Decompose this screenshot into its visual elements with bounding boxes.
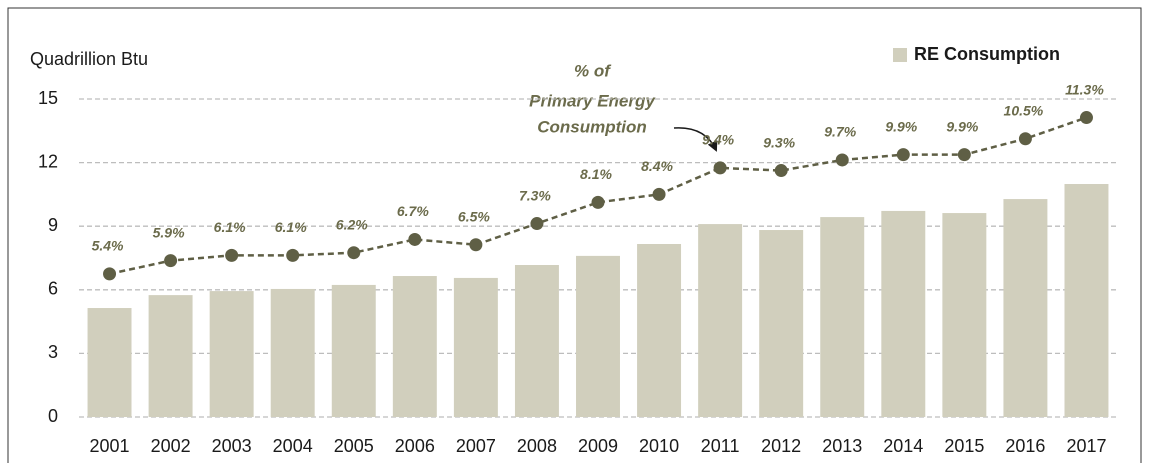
bar bbox=[881, 210, 926, 417]
bar bbox=[392, 276, 437, 417]
x-tick-label: 2005 bbox=[334, 436, 374, 456]
data-label: 9.4% bbox=[702, 132, 734, 148]
bar bbox=[87, 308, 132, 417]
y-tick-label: 12 bbox=[38, 151, 58, 171]
point bbox=[103, 267, 117, 281]
annotation: Primary Energy bbox=[529, 91, 656, 110]
bar bbox=[209, 291, 254, 417]
x-tick-label: 2013 bbox=[822, 436, 862, 456]
data-label: 5.9% bbox=[153, 224, 185, 240]
x-tick-label: 2010 bbox=[639, 436, 679, 456]
point bbox=[530, 217, 544, 231]
point bbox=[774, 164, 788, 178]
data-label: 10.5% bbox=[1004, 102, 1044, 118]
point bbox=[957, 148, 971, 162]
x-tick-label: 2002 bbox=[151, 436, 191, 456]
point bbox=[164, 254, 178, 268]
x-tick-label: 2003 bbox=[212, 436, 252, 456]
line bbox=[109, 116, 1087, 276]
x-tick-label: 2011 bbox=[701, 436, 740, 456]
annotation: % of bbox=[574, 61, 612, 80]
legend-swatch bbox=[893, 48, 907, 62]
bar bbox=[698, 224, 743, 417]
data-label: 9.7% bbox=[824, 124, 856, 140]
data-label: 8.1% bbox=[580, 166, 612, 182]
data-label: 6.1% bbox=[214, 219, 246, 235]
y-tick-label: 6 bbox=[48, 279, 58, 299]
x-tick-label: 2001 bbox=[90, 436, 130, 456]
frame bbox=[7, 7, 1142, 463]
point bbox=[652, 187, 666, 201]
bar bbox=[759, 230, 804, 417]
bar bbox=[576, 255, 620, 417]
data-label: 9.3% bbox=[763, 134, 795, 150]
x-tick-label: 2007 bbox=[456, 436, 496, 456]
point bbox=[1018, 132, 1032, 146]
y-axis-label: Quadrillion Btu bbox=[30, 49, 148, 69]
x-tick-label: 2009 bbox=[578, 436, 618, 456]
data-label: 6.2% bbox=[336, 216, 368, 232]
point bbox=[591, 195, 605, 209]
bar bbox=[148, 295, 193, 417]
bar bbox=[1064, 184, 1109, 417]
point bbox=[713, 161, 727, 175]
bar bbox=[331, 284, 376, 417]
bar bbox=[820, 217, 865, 417]
y-tick-label: 0 bbox=[48, 406, 58, 426]
point bbox=[347, 246, 361, 260]
legend-label: RE Consumption bbox=[914, 44, 1060, 64]
point bbox=[469, 238, 483, 252]
bar bbox=[270, 288, 315, 417]
data-label: 7.3% bbox=[519, 187, 551, 203]
annotation: Consumption bbox=[537, 117, 647, 136]
data-label: 11.3% bbox=[1065, 81, 1104, 97]
y-tick-label: 9 bbox=[48, 215, 58, 235]
point bbox=[835, 153, 849, 167]
data-label: 9.9% bbox=[885, 118, 917, 134]
data-label: 6.1% bbox=[275, 219, 307, 235]
x-tick-label: 2017 bbox=[1066, 436, 1106, 456]
y-tick-label: 3 bbox=[48, 342, 58, 362]
point bbox=[286, 248, 300, 262]
x-tick-label: 2015 bbox=[944, 436, 984, 456]
x-tick-label: 2014 bbox=[883, 436, 923, 456]
point bbox=[1079, 111, 1093, 125]
data-label: 5.4% bbox=[92, 238, 124, 254]
bar bbox=[1003, 199, 1048, 417]
x-tick-label: 2004 bbox=[273, 436, 313, 456]
x-tick-label: 2016 bbox=[1005, 436, 1045, 456]
x-tick-label: 2012 bbox=[761, 436, 801, 456]
y-tick-label: 15 bbox=[38, 88, 58, 108]
point bbox=[408, 232, 422, 246]
data-label: 8.4% bbox=[641, 158, 673, 174]
bar bbox=[453, 277, 498, 417]
point bbox=[225, 248, 239, 262]
x-tick-label: 2008 bbox=[517, 436, 557, 456]
bar bbox=[514, 264, 559, 417]
bar bbox=[637, 244, 682, 417]
data-label: 6.5% bbox=[458, 208, 490, 224]
data-label: 6.7% bbox=[397, 203, 429, 219]
point bbox=[896, 148, 910, 162]
x-tick-label: 2006 bbox=[395, 436, 435, 456]
bar bbox=[942, 213, 987, 417]
annotation-arrow bbox=[673, 127, 718, 152]
data-label: 9.9% bbox=[946, 118, 978, 134]
